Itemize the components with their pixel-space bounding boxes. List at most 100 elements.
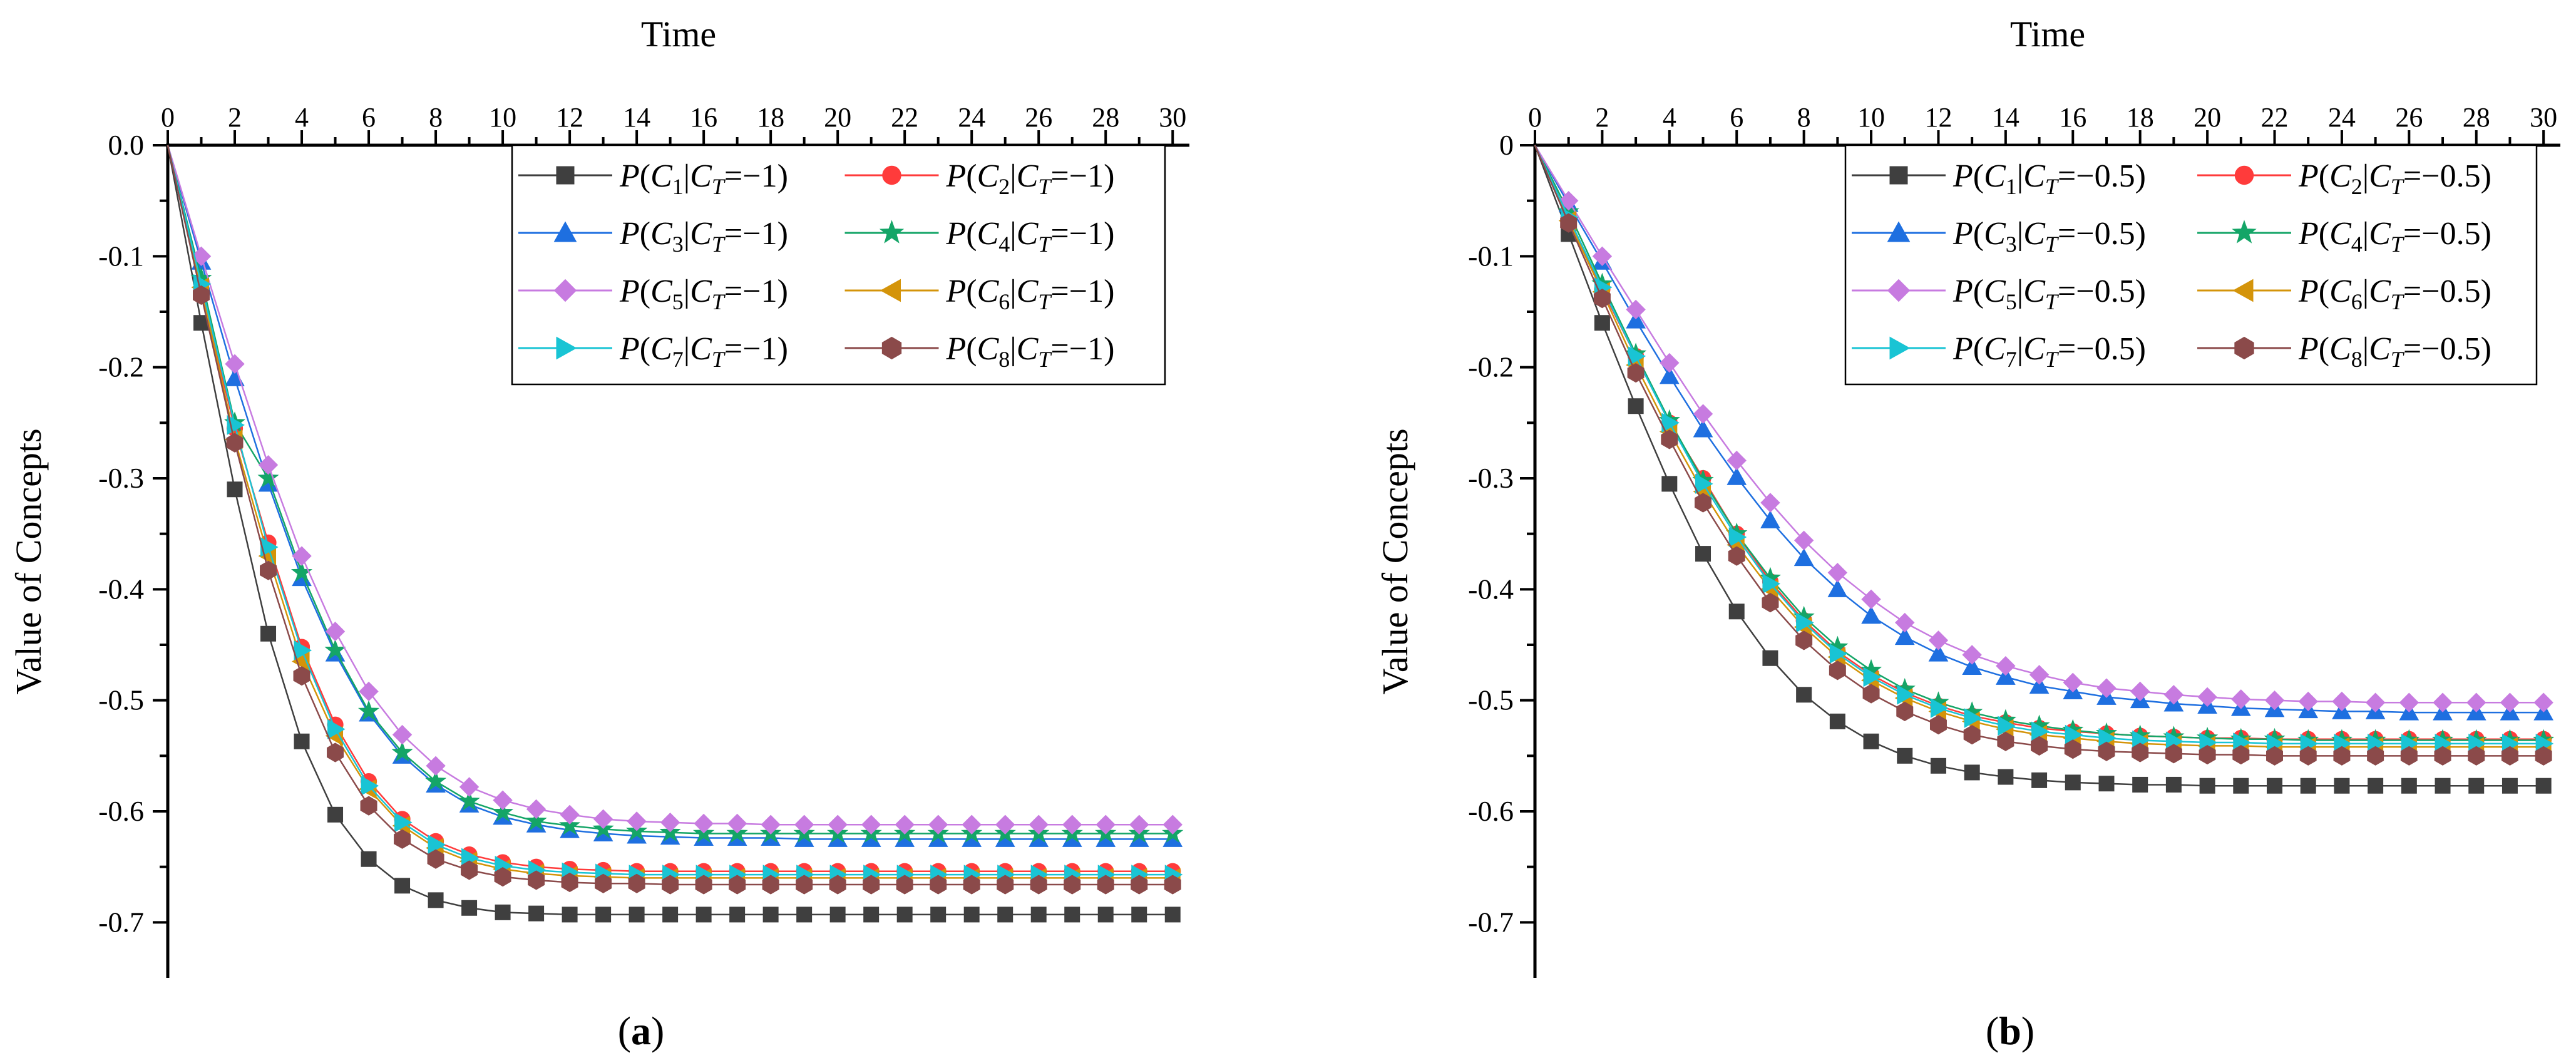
data-point (995, 814, 1015, 834)
data-point (1164, 906, 1181, 923)
legend-marker (882, 165, 901, 185)
data-point (560, 804, 580, 825)
data-point (1996, 655, 2016, 676)
y-tick-label: -0.7 (98, 906, 144, 938)
legend-marker (881, 336, 902, 360)
data-point (2197, 687, 2217, 707)
panel-label-text: ) (2021, 1009, 2035, 1053)
legend-entry: P(C7|CT=−0.5) (1852, 331, 2146, 372)
y-tick-label: -0.6 (98, 795, 144, 827)
data-point (459, 777, 480, 797)
legend-text: | (684, 158, 690, 194)
data-point (863, 906, 880, 923)
data-point (729, 906, 746, 923)
data-point (928, 814, 948, 834)
data-point (290, 561, 313, 582)
data-point (1962, 657, 1983, 675)
legend-label: P(C8|CT=−1) (946, 331, 1115, 372)
data-point (2267, 778, 2283, 794)
legend-entry: P(C3|CT=−0.5) (1852, 216, 2146, 257)
legend-text: C (1984, 158, 2006, 194)
series-1 (167, 145, 1181, 923)
legend-text: P (1953, 274, 1973, 309)
data-point (1762, 650, 1778, 666)
legend-marker (556, 166, 575, 185)
data-point (796, 906, 813, 923)
data-point (1661, 429, 1678, 449)
data-point (1728, 546, 1745, 566)
x-tick-label: 6 (1730, 102, 1743, 133)
legend-text: P (946, 331, 967, 367)
y-axis-title: Value of Concepts (8, 428, 49, 694)
data-point (1695, 546, 1711, 562)
legend-text: C (2023, 216, 2046, 252)
data-point (2232, 744, 2250, 765)
legend-label: P(C4|CT=−0.5) (2298, 216, 2491, 257)
legend-text: P (619, 158, 640, 194)
legend-marker (2232, 279, 2254, 302)
legend-label: P(C3|CT=−0.5) (1953, 216, 2146, 257)
y-tick-label: -0.4 (98, 573, 144, 605)
legend-marker (553, 221, 577, 242)
legend-text: =−0.5) (2403, 331, 2491, 367)
data-point (2266, 746, 2283, 766)
x-tick-label: 24 (958, 102, 985, 133)
legend-text: P (2298, 331, 2319, 367)
data-point (1827, 579, 1848, 597)
data-point (761, 814, 781, 834)
legend-text: C (690, 216, 712, 252)
panel-label-letter: a (631, 1009, 651, 1053)
chart-panel-a: 0 2 4 6 8 10 12 14 16 18 20 22 24 26 28 300.0-0.1-0.2-0… (8, 14, 1189, 1053)
data-point (2433, 692, 2453, 712)
y-tick-label: -0.7 (1468, 906, 1514, 938)
legend-label: P(C8|CT=−0.5) (2298, 331, 2491, 372)
x-tick-label: 14 (623, 102, 650, 133)
data-point (361, 776, 379, 796)
legend-text: C (2023, 158, 2046, 194)
data-point (963, 906, 980, 923)
data-point (2367, 746, 2384, 766)
data-point (2063, 672, 2083, 693)
data-point (896, 906, 913, 923)
legend-text: C (1984, 274, 2006, 309)
legend-text: C (690, 274, 712, 309)
data-point (762, 875, 779, 895)
legend-text: C (2369, 274, 2391, 309)
data-point (1997, 731, 2014, 751)
x-tick-label: 28 (2463, 102, 2490, 133)
x-tick-label: 10 (1857, 102, 1885, 133)
data-point (1760, 510, 1780, 528)
data-point (1727, 467, 1747, 485)
data-point (2468, 746, 2485, 766)
x-tick-label: 8 (429, 102, 443, 133)
data-point (1998, 716, 2016, 736)
legend-subscript: T (712, 289, 726, 314)
legend-text: C (1984, 331, 2006, 367)
data-point (193, 285, 210, 305)
legend-label: P(C1|CT=−0.5) (1953, 158, 2146, 199)
data-point (2399, 692, 2419, 712)
data-point (1762, 593, 1779, 613)
legend-text: C (2023, 274, 2046, 309)
legend-text: =−1) (724, 331, 788, 367)
data-point (1064, 875, 1081, 895)
series-1 (1534, 145, 2552, 794)
data-point (495, 904, 511, 920)
data-point (2031, 772, 2048, 788)
legend-subscript: T (712, 347, 726, 372)
legend-entry: P(C3|CT=−1) (518, 216, 788, 257)
legend-text: =−1) (1050, 274, 1114, 309)
legend-subscript: T (1038, 289, 1052, 314)
legend-subscript: 8 (998, 347, 1010, 372)
chart-panel-b: 0 2 4 6 8 10 12 14 16 18 20 22 24 26 28 300-0.1-0.2-0.3… (1375, 14, 2560, 1053)
data-point (392, 724, 413, 745)
legend-subscript: 5 (672, 289, 684, 314)
data-point (1064, 906, 1080, 923)
data-point (593, 809, 613, 829)
legend-label: P(C5|CT=−0.5) (1953, 274, 2146, 314)
data-point (1660, 352, 1680, 373)
data-point (2298, 691, 2318, 712)
data-point (695, 875, 712, 895)
panel-label-letter: b (1999, 1009, 2021, 1053)
data-point (558, 814, 581, 835)
